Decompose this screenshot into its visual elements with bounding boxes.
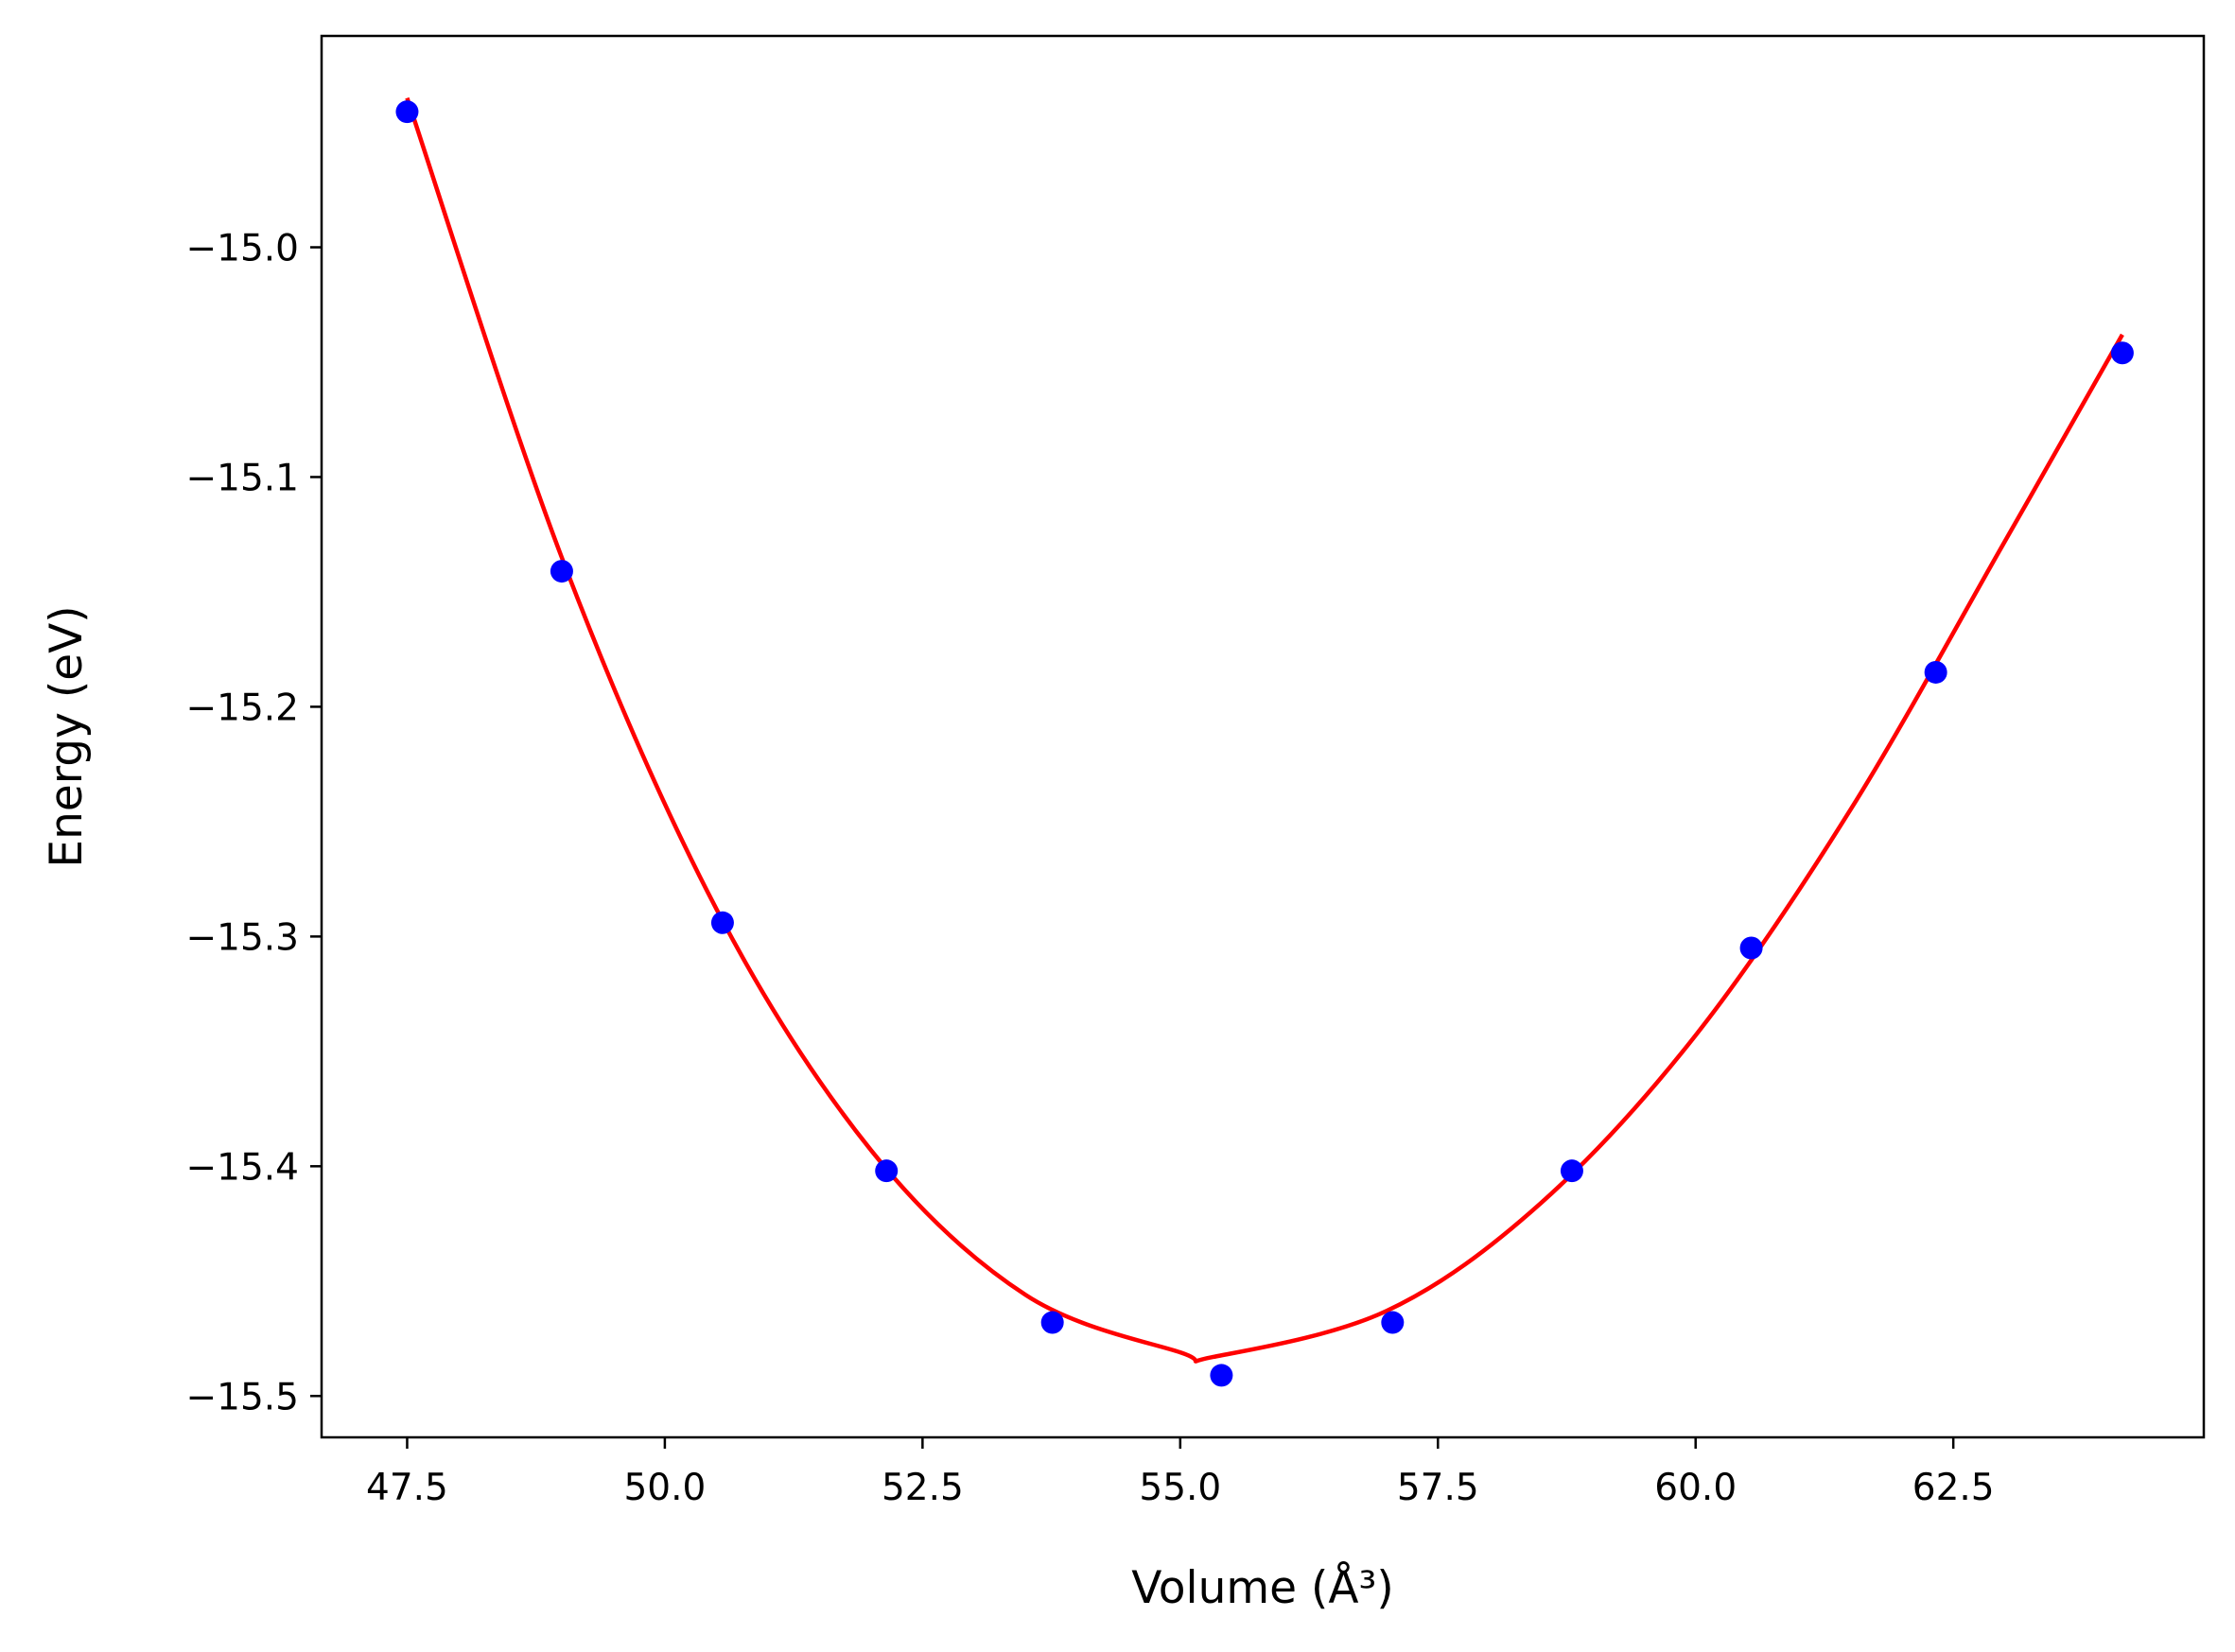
y-tick-label: −15.1 [185, 457, 299, 499]
fit-curve-layer [405, 96, 2124, 1364]
data-point [1560, 1159, 1583, 1183]
x-tick-label: 50.0 [623, 1467, 706, 1509]
data-point [1924, 660, 1947, 684]
data-point [395, 100, 419, 124]
data-point [1210, 1364, 1233, 1387]
y-tick-label: −15.2 [185, 687, 299, 729]
data-point [1381, 1311, 1405, 1334]
y-axis-ticks: −15.0 −15.1 −15.2 −15.3 −15.4 −15.5 [185, 228, 322, 1418]
x-tick-label: 55.0 [1139, 1467, 1221, 1509]
x-tick-label: 60.0 [1654, 1467, 1737, 1509]
y-tick-label: −15.5 [185, 1376, 299, 1418]
data-point [875, 1159, 899, 1183]
data-point [710, 911, 734, 934]
axes-frame [320, 34, 2206, 1439]
x-axis-ticks: 47.5 50.0 52.5 55.0 57.5 60.0 62.5 [366, 1437, 1995, 1509]
x-tick-label: 52.5 [882, 1467, 964, 1509]
y-tick-label: −15.4 [185, 1146, 299, 1189]
x-axis-label: Volume (Å³) [1131, 1562, 1393, 1614]
y-axis-label: Energy (eV) [41, 605, 93, 867]
fit-curve-line [405, 96, 2124, 1364]
data-point [1040, 1311, 1064, 1334]
x-tick-label: 62.5 [1912, 1467, 1995, 1509]
y-tick-label: −15.0 [185, 228, 299, 270]
data-point [2110, 341, 2134, 365]
data-point [1739, 936, 1763, 960]
data-point [550, 560, 573, 583]
data-points-layer [395, 100, 2134, 1387]
x-tick-label: 47.5 [366, 1467, 448, 1509]
plot-area [395, 96, 2134, 1387]
x-tick-label: 57.5 [1397, 1467, 1479, 1509]
y-tick-label: −15.3 [185, 916, 299, 959]
